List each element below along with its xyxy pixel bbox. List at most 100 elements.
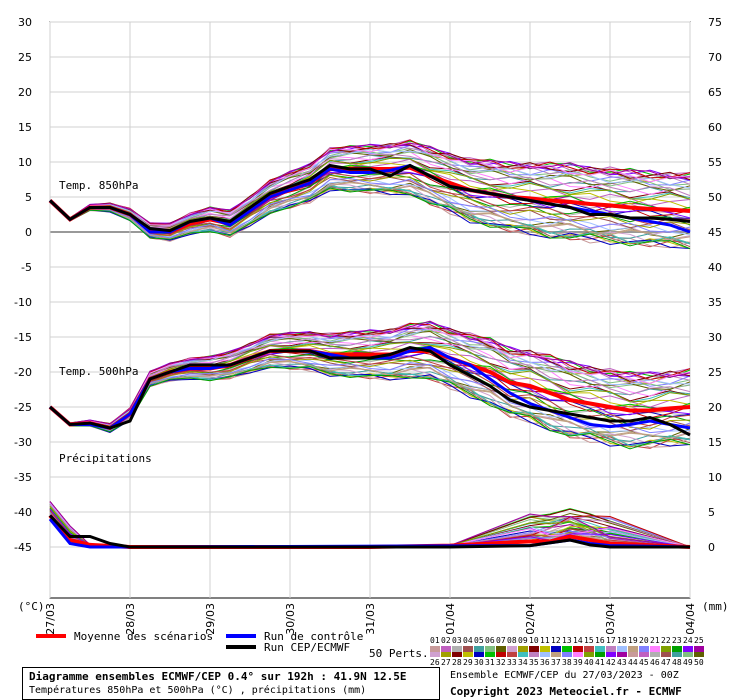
pert-line [49,172,691,236]
pert-legend-num: 06 [485,636,495,645]
pert-legend-num: 23 [672,636,682,645]
right-tick-label: 60 [708,121,722,134]
pert-legend-swatch [474,652,484,657]
pert-legend-num: 39 [573,658,583,667]
x-tick-label: 29/03 [204,603,217,635]
pert-line [49,177,691,239]
pert-legend-num: 20 [639,636,649,645]
left-axis-ticks: 30 25 20 15 10 5 0 -5 -10 -15 -20 -25 -30 -35 -40 -45 [14,16,32,554]
pert-legend-swatch [507,652,517,657]
x-tick-label: 01/04 [444,603,457,635]
left-tick-label: -45 [14,541,32,554]
pert-legend-swatch [650,646,660,652]
pert-legend-swatch [584,652,594,657]
left-tick-label: 15 [18,121,32,134]
right-unit: (mm) [702,600,729,613]
legend-ecmwf-label: Run CEP/ECMWF [264,641,350,654]
pert-legend-num: 10 [529,636,539,645]
pert-legend-num: 04 [463,636,473,645]
pert-legend-swatch [628,652,638,657]
pert-legend-num: 32 [496,658,506,667]
legend-mean-label: Moyenne des scénarios [74,630,213,643]
pert-legend-num: 17 [606,636,616,645]
pert-legend-num: 11 [540,636,550,645]
pert-legend-num: 36 [540,658,550,667]
pert-legend-swatch [617,646,627,652]
x-tick-label: 30/03 [284,603,297,635]
footer-title: Diagramme ensembles ECMWF/CEP 0.4° sur 1… [29,670,407,683]
pert-line [49,325,691,425]
pert-legend-swatch [430,652,440,657]
right-tick-label: 10 [708,471,722,484]
pert-legend-num: 49 [683,658,693,667]
pert-line [49,141,691,226]
pert-legend-swatch [606,652,616,657]
pert-legend-num: 15 [584,636,594,645]
left-tick-label: -35 [14,471,32,484]
label-t500: Temp. 500hPa [59,365,138,378]
left-tick-label: 10 [18,156,32,169]
pert-legend-num: 28 [452,658,462,667]
pert-line [49,187,691,250]
pert-legend-swatch [518,646,528,652]
pert-legend-num: 31 [485,658,495,667]
footer-title-box: Diagramme ensembles ECMWF/CEP 0.4° sur 1… [22,667,440,700]
pert-line [49,153,691,228]
left-tick-label: 30 [18,16,32,29]
right-tick-label: 0 [708,541,715,554]
left-unit: (°C) [18,600,45,613]
pert-line [49,320,691,425]
pert-legend-swatch [639,646,649,652]
pert-legend-num: 34 [518,658,528,667]
pert-legend-swatch [463,646,473,652]
pert-legend-swatch [540,652,550,657]
x-axis-labels: 27/03 28/03 29/03 30/03 31/03 01/04 02/04 03/04… [44,603,697,635]
pert-legend-swatch [595,646,605,652]
pert-legend-num: 07 [496,636,506,645]
pert-legend-num: 48 [672,658,682,667]
pert-legend-num: 40 [584,658,594,667]
pert-legend-num: 14 [573,636,583,645]
pert-legend-num: 21 [650,636,660,645]
perts-legend: 01 26 02 27 03 28 04 29 05 30 06 31 07 32 08 33 09 34 10 35… [430,636,704,667]
footer-subtitle: Températures 850hPa et 500hPa (°C) , pré… [29,685,367,696]
pert-line [49,182,691,241]
pert-legend-num: 33 [507,658,517,667]
pert-legend-num: 18 [617,636,627,645]
pert-legend-swatch [507,646,517,652]
left-tick-label: -10 [14,296,32,309]
pert-legend-swatch [562,646,572,652]
pert-legend-swatch [485,652,495,657]
pert-legend-num: 35 [529,658,539,667]
x-tick-label: 02/04 [524,603,537,635]
left-tick-label: -40 [14,506,32,519]
pert-legend-swatch [672,646,682,652]
label-t850: Temp. 850hPa [59,179,138,192]
pert-legend-swatch [496,646,506,652]
pert-legend-swatch [683,652,693,657]
pert-legend-num: 02 [441,636,451,645]
label-precip: Précipitations [59,452,152,465]
pert-legend-num: 25 [694,636,704,645]
right-tick-label: 70 [708,51,722,64]
pert-legend-swatch [573,646,583,652]
pert-legend-swatch [540,646,550,652]
pert-legend-swatch [672,652,682,657]
pert-legend-num: 09 [518,636,528,645]
pert-legend-swatch [518,652,528,657]
pert-legend-num: 26 [430,658,440,667]
right-tick-label: 65 [708,86,722,99]
pert-legend-swatch [485,646,495,652]
x-tick-label: 31/03 [364,603,377,635]
pert-legend-num: 38 [562,658,572,667]
left-tick-label: -25 [14,401,32,414]
right-tick-label: 35 [708,296,722,309]
pert-line [49,357,691,434]
pert-legend-swatch [617,652,627,657]
legend-control-label: Run de contrôle [264,630,363,643]
pert-legend-swatch [650,652,660,657]
left-tick-label: -15 [14,331,32,344]
pert-legend-swatch [496,652,506,657]
left-tick-label: -20 [14,366,32,379]
